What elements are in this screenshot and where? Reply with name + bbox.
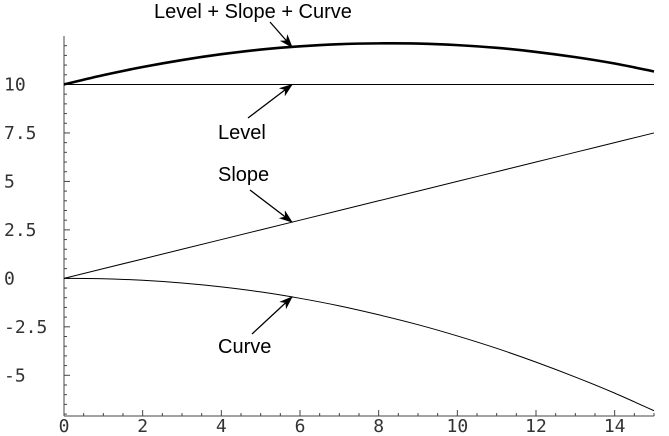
annotation-arrow-level-slope-curve [269, 21, 293, 48]
annotation-label-level-slope-curve: Level + Slope + Curve [154, 1, 352, 23]
annotation-arrow-level [247, 83, 293, 119]
y-tick-label: 5 [4, 171, 15, 192]
series-line-level-slope-curve [63, 42, 655, 86]
y-tick-label: 0 [4, 268, 15, 289]
x-tick-label: 10 [446, 416, 468, 436]
annotation-arrow-slope [249, 189, 293, 223]
x-tick-label: 4 [216, 416, 227, 436]
annotations: Level + Slope + Curve Level Slope Curve [154, 1, 352, 358]
series-lines [63, 42, 655, 412]
x-tick-label: 14 [604, 416, 626, 436]
y-tick-label: 10 [4, 74, 26, 95]
x-tick-label: 2 [137, 416, 148, 436]
x-tick-label: 12 [525, 416, 547, 436]
y-tick-label: -2.5 [4, 317, 47, 338]
x-tick-label: 8 [373, 416, 384, 436]
y-tick-label: 7.5 [4, 123, 37, 144]
annotation-arrow-curve [251, 296, 293, 335]
annotation-label-curve: Curve [218, 336, 271, 358]
annotation-label-slope: Slope [218, 164, 269, 186]
y-tick-label: 2.5 [4, 220, 37, 241]
series-line-slope [63, 132, 655, 279]
series-line-curve [63, 277, 655, 412]
y-tick-label: -5 [4, 365, 26, 386]
axes: -5 -2.5 0 2.5 5 7.5 10 0 2 4 6 8 10 12 14 [4, 36, 655, 436]
x-tick-label: 0 [59, 416, 70, 436]
annotation-label-level: Level [218, 122, 266, 144]
x-tick-label: 6 [295, 416, 306, 436]
